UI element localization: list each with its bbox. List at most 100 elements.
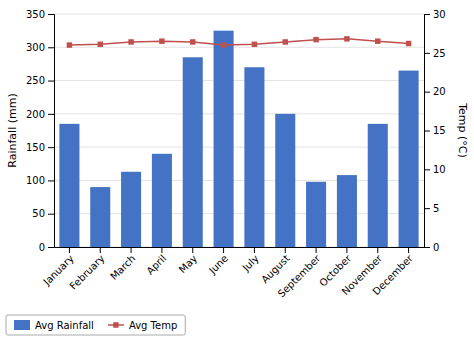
tick: 350 (26, 9, 54, 20)
tick: 250 (26, 75, 54, 86)
tick-mark (69, 247, 70, 253)
tick-label: 20 (433, 86, 446, 97)
tick-mark (346, 247, 347, 253)
marks (59, 31, 418, 247)
tick-label: 250 (26, 75, 45, 86)
grid-line (54, 113, 424, 114)
tick-label: July (240, 253, 261, 274)
tick-mark (424, 92, 430, 93)
tick-mark (377, 247, 378, 253)
legend-label: Avg Rainfall (35, 320, 94, 331)
tick-label: September (276, 252, 323, 299)
marker (406, 41, 411, 46)
bar (368, 124, 388, 247)
tick: 0 (424, 242, 439, 253)
tick-mark (131, 247, 132, 253)
tick: 25 (424, 48, 446, 59)
tick: 15 (424, 125, 446, 136)
tick: 150 (26, 142, 54, 153)
tick-label: 25 (433, 48, 446, 59)
bar (152, 154, 172, 247)
tick-mark (424, 53, 430, 54)
tick-mark (48, 147, 54, 148)
tick-label: 30 (433, 9, 446, 20)
tick-label: 5 (433, 203, 439, 214)
tick: 100 (26, 175, 54, 186)
bar (90, 187, 110, 247)
tick-mark (424, 169, 430, 170)
tick: February (68, 247, 107, 292)
marker (252, 42, 257, 47)
tick-label: 350 (26, 9, 45, 20)
bar (275, 114, 295, 247)
tick-mark (48, 81, 54, 82)
bar (399, 71, 419, 247)
bar (183, 57, 203, 247)
marker (283, 39, 288, 44)
grid-line (54, 14, 424, 15)
plot: JanuaryFebruaryMarchAprilMayJuneJulyAugu… (26, 9, 446, 300)
tick-mark (48, 214, 54, 215)
legend-frame (6, 315, 185, 335)
line (69, 39, 408, 45)
axis-line (55, 247, 425, 248)
tick-mark (48, 47, 54, 48)
marker (98, 42, 103, 47)
y-axis-title: Rainfall (mm) (6, 93, 19, 167)
tick: 200 (26, 109, 54, 120)
tick: May (177, 247, 199, 275)
marker (159, 38, 164, 43)
tick-mark (424, 14, 430, 15)
tick-mark (192, 247, 193, 253)
tick-label: 200 (26, 109, 45, 120)
tick: September (276, 247, 323, 300)
tick: 20 (424, 86, 446, 97)
tick-label: March (108, 253, 137, 282)
y2-axis-title: Temp (°C) (456, 102, 469, 158)
tick: 50 (32, 208, 54, 219)
marker (313, 37, 318, 42)
tick-label: 10 (433, 164, 446, 175)
bar (337, 175, 357, 247)
tick-mark (254, 247, 255, 253)
tick: 300 (26, 42, 54, 53)
tick-label: May (177, 253, 199, 275)
tick-label: 300 (26, 42, 45, 53)
tick: July (240, 247, 261, 274)
y-axis: 0 50 100 150 200 250 300 350 (26, 9, 55, 253)
tick-label: June (206, 253, 230, 277)
marker (190, 39, 195, 44)
tick-mark (285, 247, 286, 253)
legend-item: Avg Rainfall (14, 320, 94, 331)
tick-label: 0 (433, 242, 439, 253)
tick: 10 (424, 164, 446, 175)
tick-mark (316, 247, 317, 253)
tick-label: February (68, 253, 107, 292)
bar (121, 172, 141, 247)
grid (54, 14, 424, 247)
tick: June (206, 247, 230, 277)
legend-swatch (14, 320, 30, 330)
x-axis: JanuaryFebruaryMarchAprilMayJuneJulyAugu… (40, 247, 424, 300)
tick: March (108, 247, 137, 282)
bar (244, 67, 264, 247)
legend-marker (113, 322, 118, 327)
legend: Avg Rainfall Avg Temp (6, 315, 185, 335)
tick: 30 (424, 9, 446, 20)
tick: 5 (424, 203, 439, 214)
bar (214, 31, 234, 247)
marker (128, 39, 133, 44)
bar-series (59, 31, 418, 247)
tick-mark (161, 247, 162, 253)
tick-label: 150 (26, 142, 45, 153)
tick-mark (424, 247, 430, 248)
chart: JanuaryFebruaryMarchAprilMayJuneJulyAugu… (0, 0, 474, 339)
bar (59, 124, 79, 247)
tick-label: April (144, 253, 168, 277)
tick-label: 0 (39, 242, 45, 253)
marker (67, 42, 72, 47)
tick-label: 15 (433, 125, 446, 136)
tick-mark (48, 114, 54, 115)
tick: April (144, 247, 168, 277)
legend-item: Avg Temp (108, 320, 177, 331)
